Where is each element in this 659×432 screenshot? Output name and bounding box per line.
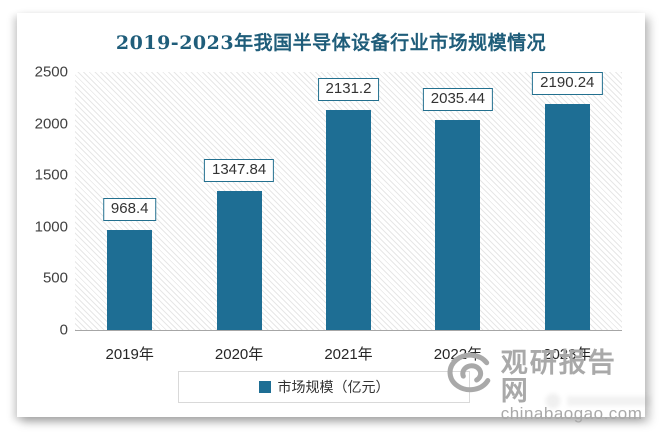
x-axis-label: 2023年: [543, 346, 592, 363]
faint-watermark: [545, 391, 655, 411]
y-axis-tick-label: 500: [42, 269, 68, 287]
legend: 市场规模（亿元）: [178, 371, 470, 403]
chart-card: 2019-2023年我国半导体设备行业市场规模情况 0 500 1000 1500 20…: [17, 13, 655, 423]
x-axis-label: 2019年: [105, 346, 154, 363]
y-axis-tick-label: 1000: [34, 218, 68, 236]
y-axis-tick-label: 2500: [34, 63, 68, 81]
bar-value-label: 2131.2: [317, 78, 380, 102]
bar: [326, 110, 371, 330]
y-axis-tick-label: 2000: [34, 115, 68, 133]
bar-value-label: 2190.24: [532, 71, 603, 95]
bar: [107, 230, 153, 330]
x-axis-label: 2022年: [433, 346, 483, 363]
x-axis-label: 2021年: [324, 346, 373, 363]
y-axis-tick-label: 0: [59, 321, 68, 339]
bar-value-label: 968.4: [102, 198, 157, 222]
legend-marker: [258, 381, 271, 393]
bar: [544, 103, 590, 330]
chart-title: 2019-2023年我国半导体设备行业市场规模情况: [115, 32, 547, 54]
legend-label: 市场规模（亿元）: [277, 379, 390, 395]
y-axis-tick-label: 1500: [34, 166, 68, 184]
x-axis-label: 2020年: [214, 346, 264, 363]
bar: [216, 190, 262, 330]
x-axis-line: [75, 330, 622, 331]
bar-value-label: 2035.44: [422, 87, 494, 111]
bar: [435, 119, 481, 330]
bar-value-label: 1347.84: [203, 158, 275, 182]
